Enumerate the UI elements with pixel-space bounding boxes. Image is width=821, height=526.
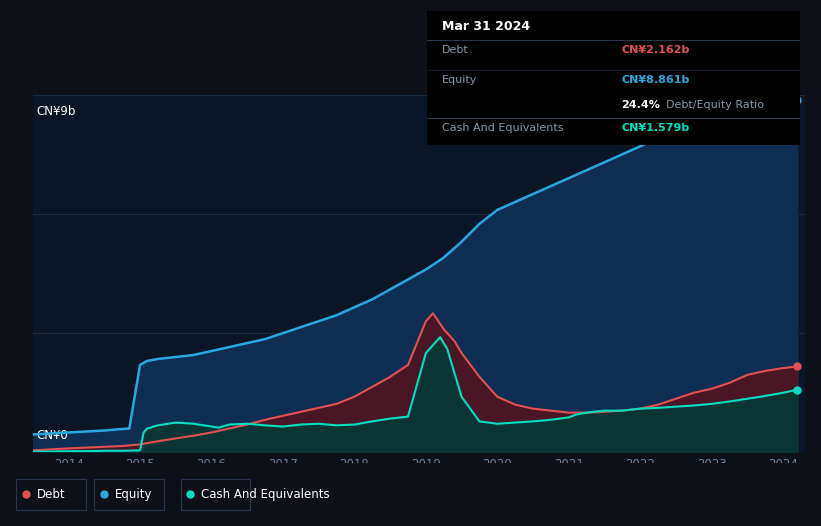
Text: CN¥8.861b: CN¥8.861b [621,75,690,85]
Text: Equity: Equity [442,75,477,85]
Text: Debt: Debt [37,488,66,501]
Text: CN¥9b: CN¥9b [37,105,76,118]
Text: Debt/Equity Ratio: Debt/Equity Ratio [666,100,764,110]
Text: Mar 31 2024: Mar 31 2024 [442,20,530,33]
Text: Cash And Equivalents: Cash And Equivalents [201,488,330,501]
Text: CN¥2.162b: CN¥2.162b [621,45,690,55]
Text: 24.4%: 24.4% [621,100,660,110]
Text: CN¥0: CN¥0 [37,429,68,442]
Text: Equity: Equity [115,488,153,501]
Text: Cash And Equivalents: Cash And Equivalents [442,123,563,133]
Text: Debt: Debt [442,45,469,55]
Text: CN¥1.579b: CN¥1.579b [621,123,690,133]
